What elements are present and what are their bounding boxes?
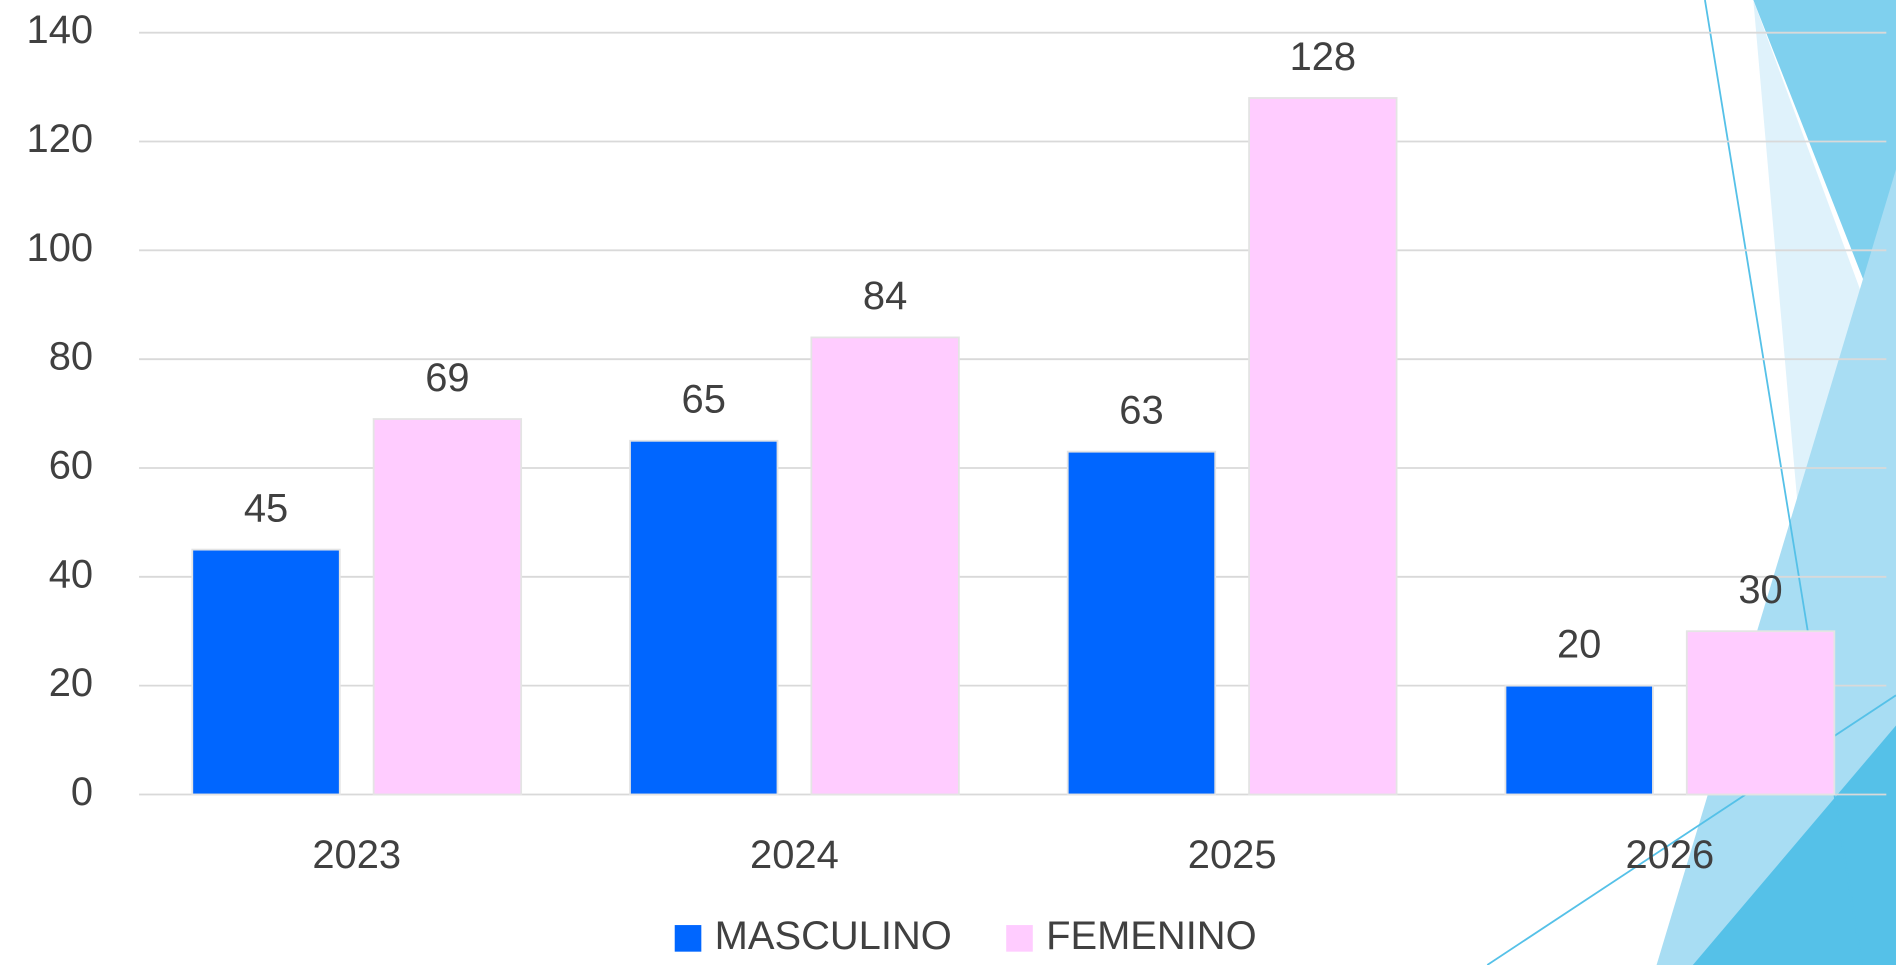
bar bbox=[1249, 98, 1397, 794]
y-tick-label: 140 bbox=[27, 8, 94, 52]
legend-label: MASCULINO bbox=[715, 914, 952, 958]
x-tick-label: 2025 bbox=[1188, 833, 1277, 877]
bar bbox=[1068, 452, 1216, 795]
y-tick-label: 100 bbox=[27, 226, 94, 270]
bar bbox=[192, 550, 340, 795]
page: {"chart_data": {"type": "bar", "categori… bbox=[0, 0, 1896, 965]
data-label: 84 bbox=[863, 274, 907, 318]
y-tick-label: 0 bbox=[71, 770, 93, 814]
x-tick-label: 2026 bbox=[1626, 833, 1715, 877]
y-tick-label: 80 bbox=[49, 335, 93, 379]
bar bbox=[374, 419, 522, 794]
bar bbox=[1505, 686, 1653, 795]
legend-label: FEMENINO bbox=[1046, 914, 1257, 958]
data-label: 30 bbox=[1738, 568, 1782, 612]
legend-swatch bbox=[1006, 925, 1033, 952]
y-tick-label: 60 bbox=[49, 444, 93, 488]
data-label: 128 bbox=[1290, 35, 1357, 79]
data-label: 69 bbox=[425, 356, 469, 400]
y-tick-label: 20 bbox=[49, 661, 93, 705]
y-tick-label: 40 bbox=[49, 552, 93, 596]
chart: 0 20 40 60 80 100 120 140 2023 45 69 2024 65 84 2025 63… bbox=[0, 0, 1896, 965]
y-tick-label: 120 bbox=[27, 117, 94, 161]
x-tick-label: 2023 bbox=[312, 833, 401, 877]
data-label: 63 bbox=[1119, 389, 1163, 433]
x-tick-label: 2024 bbox=[750, 833, 839, 877]
data-label: 20 bbox=[1557, 622, 1601, 666]
background-decoration bbox=[1487, 0, 1896, 965]
data-label: 65 bbox=[682, 378, 726, 422]
data-label: 45 bbox=[244, 486, 288, 530]
bar bbox=[811, 337, 959, 794]
bar bbox=[630, 441, 778, 795]
bar bbox=[1687, 631, 1835, 794]
legend-swatch bbox=[675, 925, 702, 952]
